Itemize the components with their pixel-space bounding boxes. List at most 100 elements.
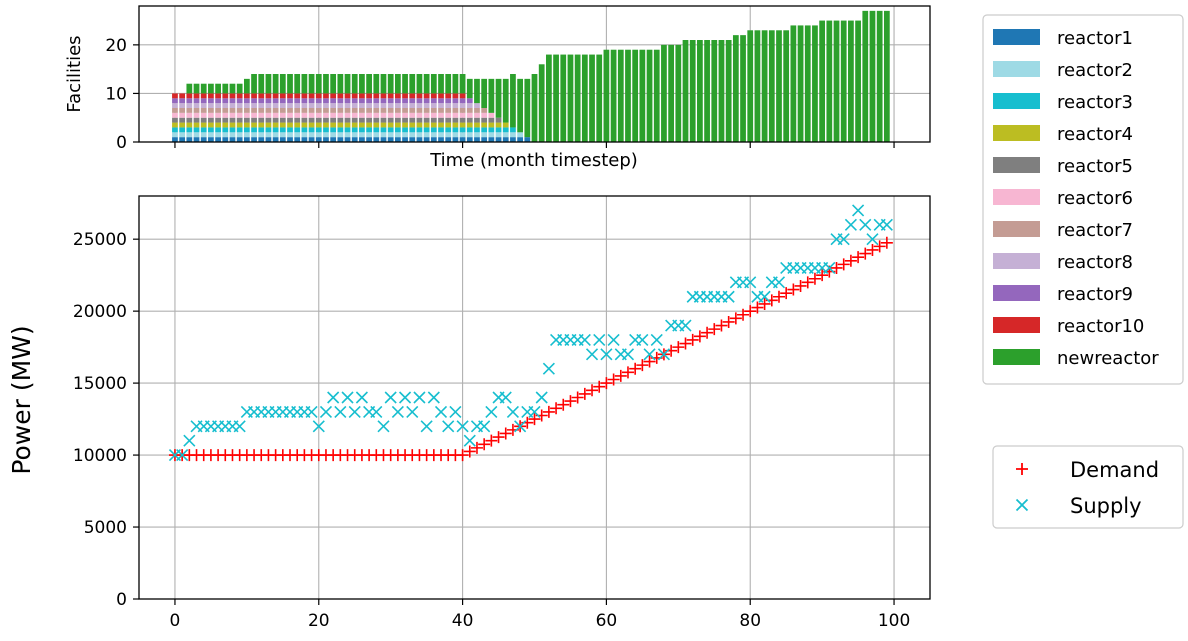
demand-point <box>880 236 893 249</box>
demand-point <box>614 369 627 382</box>
bar-reactor2 <box>200 132 207 138</box>
legend-swatch-newreactor <box>993 349 1040 365</box>
supply-point <box>233 420 246 433</box>
bar-reactor2 <box>416 132 423 138</box>
bar-reactor3 <box>474 127 480 133</box>
facilities-xlabel: Time (month timestep) <box>429 150 638 171</box>
bar-reactor6 <box>208 112 214 118</box>
bar-reactor3 <box>200 127 207 133</box>
bar-reactor9 <box>294 98 301 104</box>
bar-newreactor <box>215 83 221 94</box>
bar-reactor2 <box>215 132 221 138</box>
bar-reactor5 <box>308 117 315 123</box>
bar-newreactor <box>776 30 782 143</box>
bar-reactor4 <box>301 122 308 128</box>
bar-reactor8 <box>409 103 416 108</box>
bar-reactor10 <box>402 93 408 99</box>
bar-newreactor <box>560 54 567 143</box>
bar-reactor1 <box>466 137 473 142</box>
bar-reactor4 <box>186 122 193 128</box>
bar-reactor6 <box>243 112 250 118</box>
bar-reactor3 <box>502 127 509 133</box>
demand-point <box>772 290 785 303</box>
bar-reactor6 <box>315 112 322 118</box>
demand-point <box>621 366 634 379</box>
bar-reactor3 <box>301 127 308 133</box>
bar-reactor5 <box>265 117 272 123</box>
bar-reactor7 <box>272 108 279 113</box>
bar-reactor10 <box>243 93 250 99</box>
bar-reactor7 <box>416 108 423 113</box>
demand-point <box>600 377 613 390</box>
bar-reactor2 <box>172 132 178 138</box>
bar-reactor1 <box>351 137 358 142</box>
bar-reactor4 <box>243 122 250 128</box>
bar-reactor5 <box>279 117 286 123</box>
supply-point <box>852 204 865 217</box>
bar-reactor4 <box>272 122 279 128</box>
bar-newreactor <box>754 30 761 143</box>
bar-reactor1 <box>445 137 452 142</box>
bar-reactor1 <box>474 137 480 142</box>
demand-point <box>564 395 577 408</box>
bar-reactor10 <box>287 93 293 99</box>
bar-reactor10 <box>229 93 236 99</box>
bar-reactor9 <box>215 98 221 104</box>
power-ylabel: Power (MW) <box>7 325 36 474</box>
bar-reactor2 <box>337 132 344 138</box>
bar-reactor1 <box>193 137 200 142</box>
bar-newreactor <box>574 54 581 143</box>
bar-newreactor <box>747 30 754 143</box>
bar-reactor1 <box>495 137 502 142</box>
power-legend: Demand Supply <box>992 445 1184 529</box>
bar-newreactor <box>538 64 545 142</box>
bar-reactor5 <box>488 117 495 123</box>
bar-reactor4 <box>200 122 207 128</box>
bar-reactor2 <box>330 132 337 138</box>
bar-newreactor <box>567 54 574 143</box>
bar-reactor3 <box>344 127 351 133</box>
bar-reactor10 <box>394 93 401 99</box>
supply-point <box>442 420 455 433</box>
bar-reactor7 <box>438 108 444 113</box>
bar-reactor10 <box>222 93 229 99</box>
bar-reactor5 <box>323 117 329 123</box>
bar-newreactor <box>790 25 797 142</box>
bar-newreactor <box>258 74 265 94</box>
bar-newreactor <box>387 74 394 94</box>
supply-point <box>837 233 850 246</box>
bar-reactor3 <box>222 127 229 133</box>
supply-point <box>744 276 757 289</box>
bar-reactor4 <box>481 122 488 128</box>
supply-point <box>434 405 448 418</box>
bar-newreactor <box>502 78 509 123</box>
bar-reactor2 <box>294 132 301 138</box>
supply-point <box>535 391 548 404</box>
bar-reactor5 <box>373 117 380 123</box>
demand-point <box>708 323 721 336</box>
bar-newreactor <box>330 74 337 94</box>
bar-newreactor <box>337 74 344 94</box>
bar-reactor1 <box>502 137 509 142</box>
bar-reactor8 <box>459 103 466 108</box>
bar-reactor6 <box>251 112 257 118</box>
demand-point <box>844 254 857 267</box>
bar-reactor8 <box>243 103 250 108</box>
bar-reactor5 <box>215 117 221 123</box>
bar-reactor1 <box>402 137 408 142</box>
bar-reactor7 <box>308 108 315 113</box>
bar-reactor10 <box>236 93 243 99</box>
bar-reactor9 <box>438 98 444 104</box>
bar-newreactor <box>200 83 207 94</box>
supply-point <box>420 420 433 433</box>
bar-newreactor <box>265 74 272 94</box>
demand-point <box>787 283 800 296</box>
bar-reactor4 <box>366 122 372 128</box>
bar-reactor1 <box>215 137 221 142</box>
bar-newreactor <box>725 40 732 142</box>
bar-newreactor <box>581 54 588 143</box>
bar-reactor5 <box>229 117 236 123</box>
bar-newreactor <box>294 74 301 94</box>
bar-reactor3 <box>409 127 416 133</box>
bar-reactor8 <box>301 103 308 108</box>
